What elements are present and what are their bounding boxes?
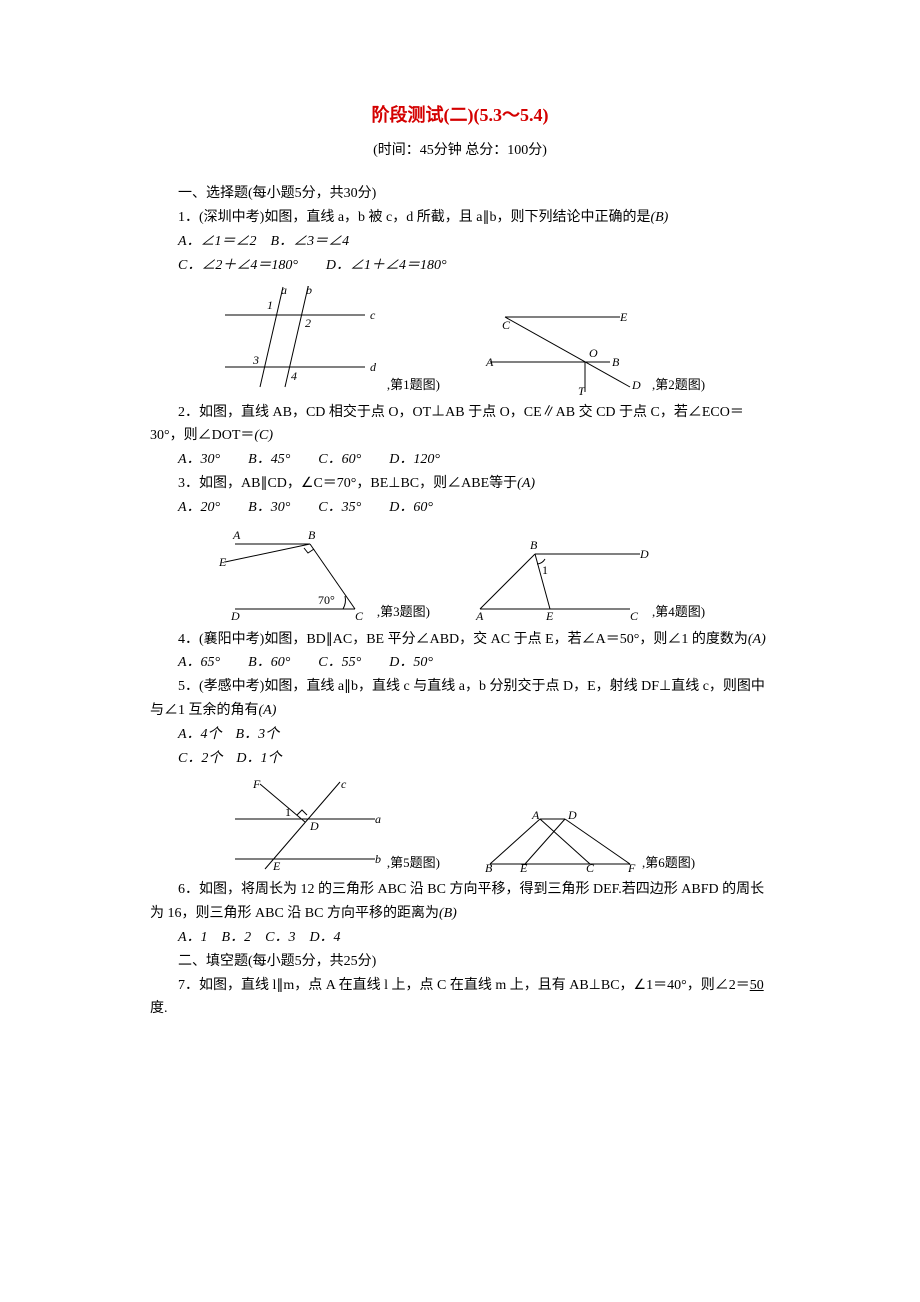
fig6-C: C bbox=[586, 861, 595, 874]
fig3-A: A bbox=[232, 528, 241, 542]
fig6-F: F bbox=[627, 861, 636, 874]
fig1-label-c: c bbox=[370, 308, 376, 322]
q5-options-line2: C．2个 D．1个 bbox=[150, 747, 770, 771]
figure-3-wrap: A B E D C 70° ,第3题图) bbox=[215, 524, 430, 624]
figure-4-caption: ,第4题图) bbox=[652, 601, 705, 623]
q6-answer: (B) bbox=[439, 906, 457, 921]
figure-1-svg: a b c d 1 2 3 4 bbox=[215, 282, 385, 397]
figure-5-svg: F c a b D E 1 bbox=[225, 774, 385, 874]
q6-options: A．1 B．2 C．3 D．4 bbox=[150, 926, 770, 950]
q2-answer: (C) bbox=[254, 428, 273, 443]
q5-stem: 5．(孝感中考)如图，直线 a∥b，直线 c 与直线 a，b 分别交于点 D，E… bbox=[150, 675, 770, 723]
fig4-C: C bbox=[630, 609, 639, 623]
fig2-O: O bbox=[589, 346, 598, 360]
fig3-E: E bbox=[218, 555, 227, 569]
q7-stem: 7．如图，直线 l∥m，点 A 在直线 l 上，点 C 在直线 m 上，且有 A… bbox=[150, 974, 770, 1022]
q7-text-a: 7．如图，直线 l∥m，点 A 在直线 l 上，点 C 在直线 m 上，且有 A… bbox=[178, 978, 750, 993]
figure-6-caption: ,第6题图) bbox=[642, 852, 695, 874]
fig5-a: a bbox=[375, 812, 381, 826]
fig6-A: A bbox=[531, 809, 540, 822]
q4-options: A．65° B．60° C．55° D．50° bbox=[150, 651, 770, 675]
fig3-C: C bbox=[355, 609, 364, 623]
section-1-heading: 一、选择题(每小题5分，共30分) bbox=[150, 182, 770, 206]
section-2-heading: 二、填空题(每小题5分，共25分) bbox=[150, 950, 770, 974]
fig3-B: B bbox=[308, 528, 316, 542]
fig1-label-3: 3 bbox=[252, 353, 259, 367]
fig1-label-a: a bbox=[281, 283, 287, 297]
q3-text: 3．如图，AB∥CD，∠C＝70°，BE⊥BC，则∠ABE等于 bbox=[178, 476, 517, 491]
figure-5-caption: ,第5题图) bbox=[387, 852, 440, 874]
figure-row-3-4: A B E D C 70° ,第3题图) B D A E bbox=[150, 524, 770, 624]
fig1-label-1: 1 bbox=[267, 298, 273, 312]
q4-stem: 4．(襄阳中考)如图，BD∥AC，BE 平分∠ABD，交 AC 于点 E，若∠A… bbox=[150, 628, 770, 652]
q2-text: 2．如图，直线 AB，CD 相交于点 O，OT⊥AB 于点 O，CE∥AB 交 … bbox=[150, 405, 744, 444]
figure-2-caption: ,第2题图) bbox=[652, 374, 705, 396]
q6-stem: 6．如图，将周长为 12 的三角形 ABC 沿 BC 方向平移，得到三角形 DE… bbox=[150, 878, 770, 926]
fig2-A: A bbox=[485, 355, 494, 369]
q7-text-b: 度. bbox=[150, 1001, 168, 1016]
q6-text: 6．如图，将周长为 12 的三角形 ABC 沿 BC 方向平移，得到三角形 DE… bbox=[150, 882, 764, 921]
q5-options-line1: A．4个 B．3个 bbox=[150, 723, 770, 747]
q1-stem: 1．(深圳中考)如图，直线 a，b 被 c，d 所截，且 a∥b，则下列结论中正… bbox=[150, 206, 770, 230]
figure-6-svg: A D B E C F bbox=[480, 809, 640, 874]
fig1-label-d: d bbox=[370, 360, 377, 374]
fig1-label-b: b bbox=[306, 283, 312, 297]
fig5-E: E bbox=[272, 859, 281, 873]
fig3-D: D bbox=[230, 609, 240, 623]
fig5-b: b bbox=[375, 852, 381, 866]
q5-answer: (A) bbox=[259, 703, 277, 718]
fig1-label-2: 2 bbox=[305, 316, 311, 330]
q1-options-line1: A．∠1＝∠2 B．∠3＝∠4 bbox=[150, 230, 770, 254]
fig4-A: A bbox=[475, 609, 484, 623]
figure-2-wrap: C E A O B D T ,第2题图) bbox=[480, 307, 705, 397]
fig4-D: D bbox=[639, 547, 649, 561]
figure-3-caption: ,第3题图) bbox=[377, 601, 430, 623]
figure-2-svg: C E A O B D T bbox=[480, 307, 650, 397]
fig2-D: D bbox=[631, 378, 641, 392]
q4-answer: (A) bbox=[748, 632, 766, 647]
fig3-angle: 70° bbox=[318, 593, 335, 607]
q3-options: A．20° B．30° C．35° D．60° bbox=[150, 496, 770, 520]
fig5-D: D bbox=[309, 819, 319, 833]
fig2-B: B bbox=[612, 355, 620, 369]
q3-stem: 3．如图，AB∥CD，∠C＝70°，BE⊥BC，则∠ABE等于(A) bbox=[150, 472, 770, 496]
fig4-1: 1 bbox=[542, 563, 548, 577]
figure-4-svg: B D A E C 1 bbox=[470, 534, 650, 624]
figure-1-caption: ,第1题图) bbox=[387, 374, 440, 396]
q3-answer: (A) bbox=[517, 476, 535, 491]
q5-text: 5．(孝感中考)如图，直线 a∥b，直线 c 与直线 a，b 分别交于点 D，E… bbox=[150, 679, 765, 718]
q7-answer-fill: 50 bbox=[750, 978, 764, 993]
fig2-C: C bbox=[502, 318, 511, 332]
fig1-label-4: 4 bbox=[291, 369, 297, 383]
q2-options: A．30° B．45° C．60° D．120° bbox=[150, 448, 770, 472]
figure-6-wrap: A D B E C F ,第6题图) bbox=[480, 809, 695, 874]
fig5-c: c bbox=[341, 777, 347, 791]
figure-row-1-2: a b c d 1 2 3 4 ,第1题图) C E A bbox=[150, 282, 770, 397]
q1-options-line2: C．∠2＋∠4＝180° D．∠1＋∠4＝180° bbox=[150, 254, 770, 278]
fig6-D: D bbox=[567, 809, 577, 822]
fig4-E: E bbox=[545, 609, 554, 623]
q2-stem: 2．如图，直线 AB，CD 相交于点 O，OT⊥AB 于点 O，CE∥AB 交 … bbox=[150, 401, 770, 449]
q1-answer: (B) bbox=[650, 210, 668, 225]
figure-3-svg: A B E D C 70° bbox=[215, 524, 375, 624]
fig6-B: B bbox=[485, 861, 493, 874]
fig4-B: B bbox=[530, 538, 538, 552]
fig2-E: E bbox=[619, 310, 628, 324]
figure-1-wrap: a b c d 1 2 3 4 ,第1题图) bbox=[215, 282, 440, 397]
page-title: 阶段测试(二)(5.3～5.4) bbox=[150, 100, 770, 131]
fig6-E: E bbox=[519, 861, 528, 874]
figure-row-5-6: F c a b D E 1 ,第5题图) A D B bbox=[150, 774, 770, 874]
q4-text: 4．(襄阳中考)如图，BD∥AC，BE 平分∠ABD，交 AC 于点 E，若∠A… bbox=[178, 632, 748, 647]
fig5-F: F bbox=[252, 777, 261, 791]
figure-5-wrap: F c a b D E 1 ,第5题图) bbox=[225, 774, 440, 874]
figure-4-wrap: B D A E C 1 ,第4题图) bbox=[470, 534, 705, 624]
page-subtitle: (时间：45分钟 总分：100分) bbox=[150, 139, 770, 163]
q1-text: 1．(深圳中考)如图，直线 a，b 被 c，d 所截，且 a∥b，则下列结论中正… bbox=[178, 210, 650, 225]
fig5-1: 1 bbox=[285, 805, 291, 819]
